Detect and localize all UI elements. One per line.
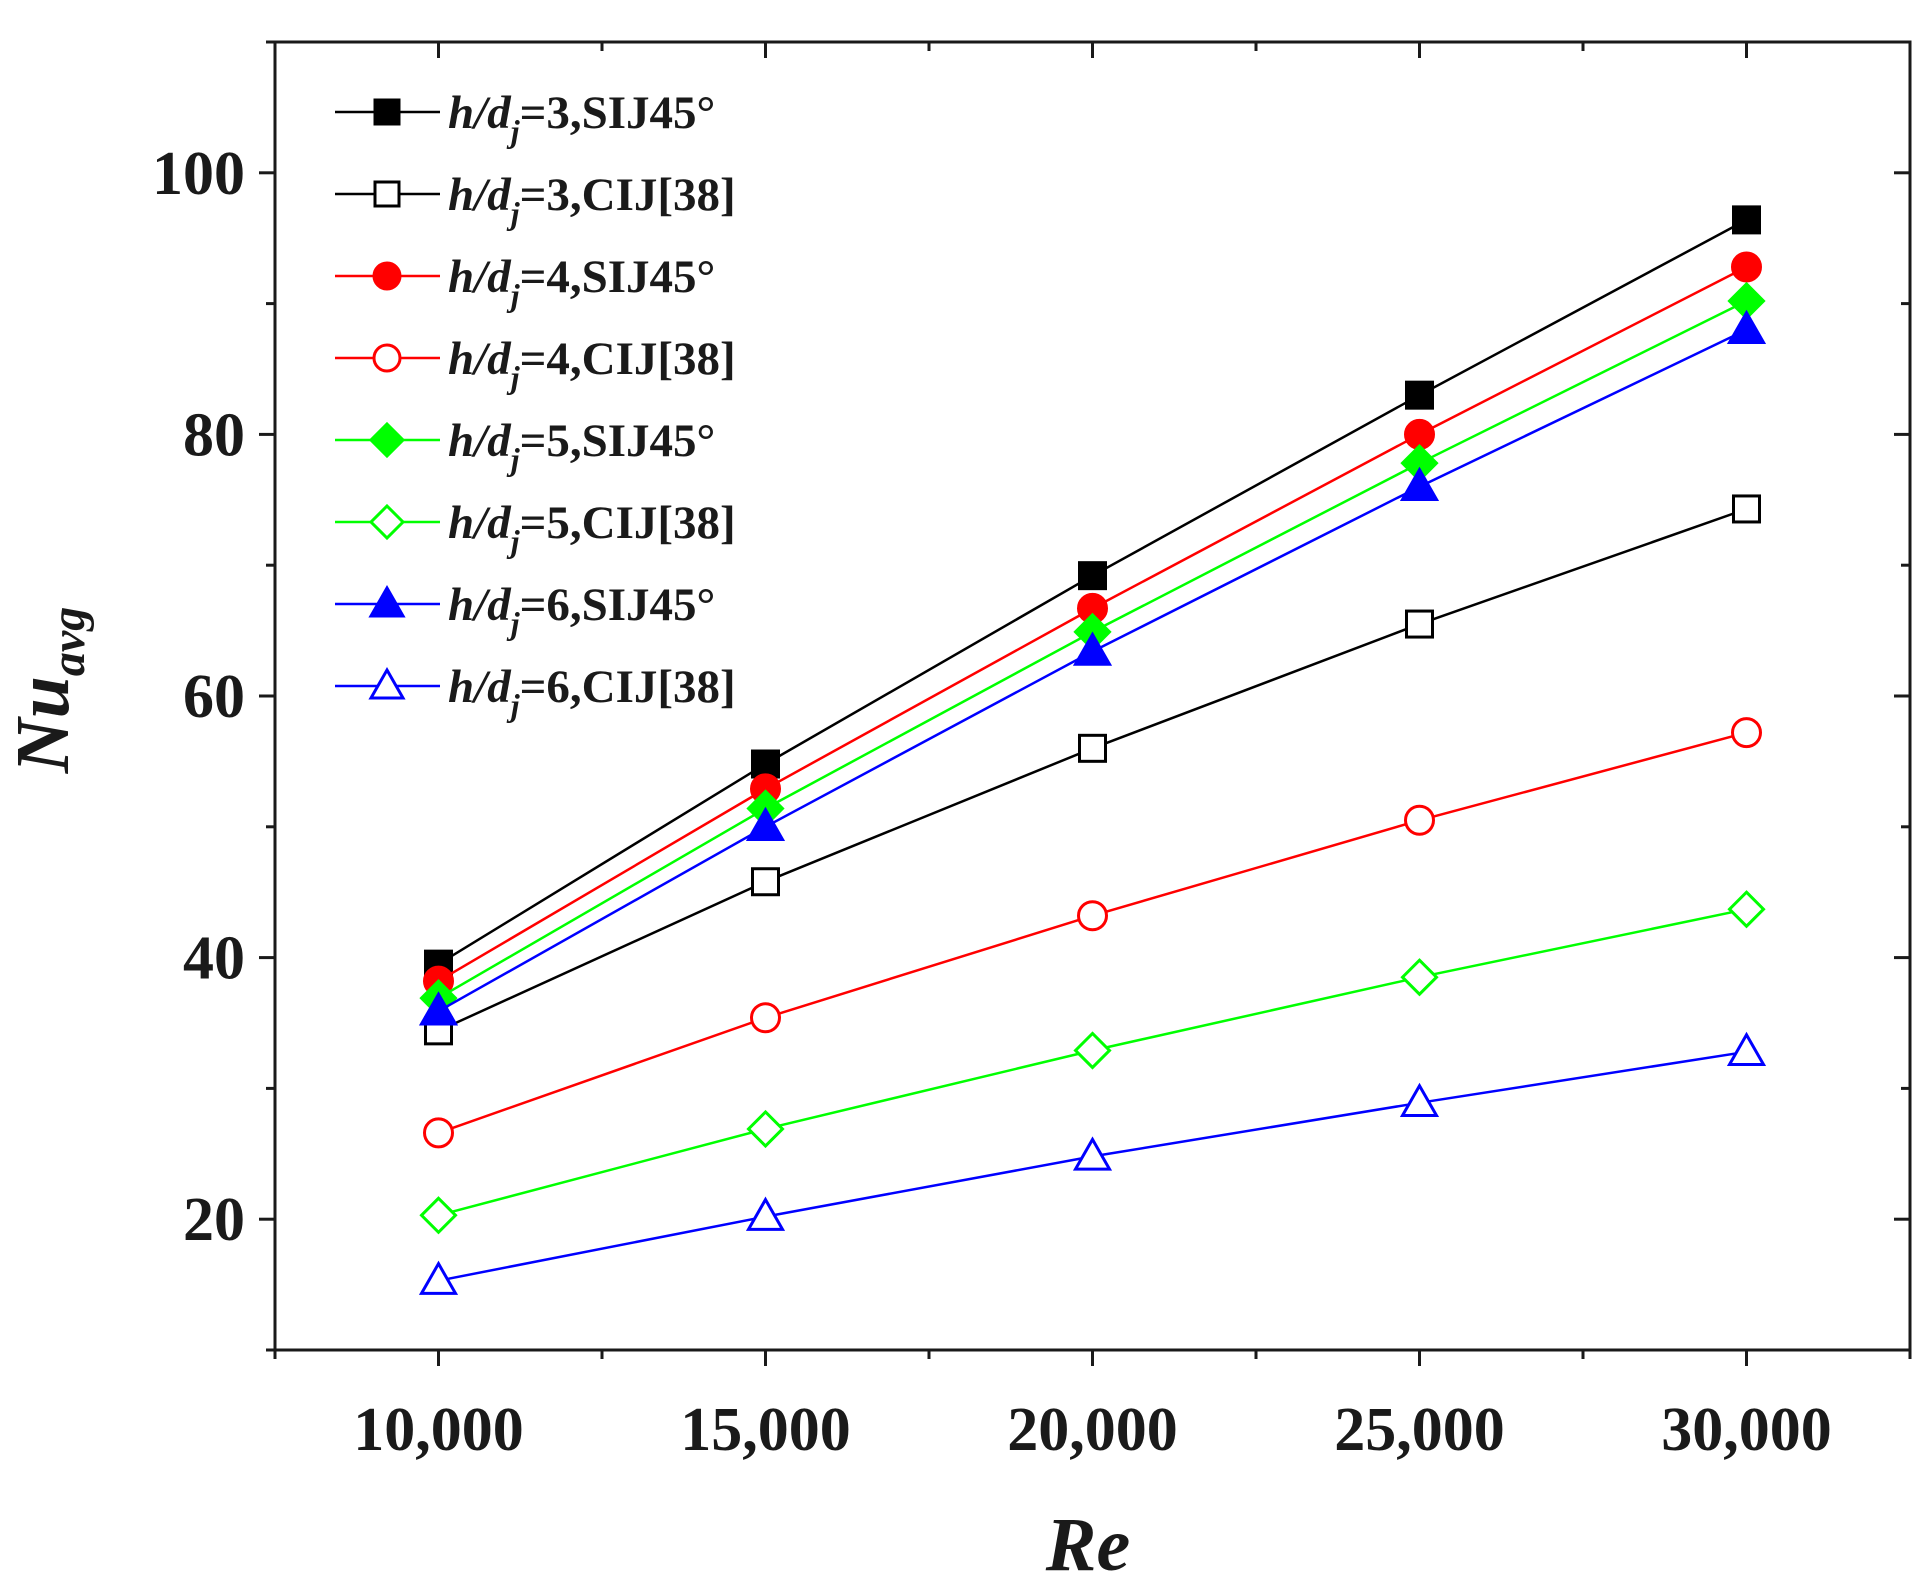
y-axis-title-main: Nu: [1, 676, 85, 774]
axis-titles: Re Nuavg: [1, 607, 1130, 1587]
data-point: [745, 1196, 786, 1231]
x-axis-title: Re: [1045, 1503, 1130, 1587]
legend-label-main: h/d: [448, 169, 512, 221]
data-point: [1405, 380, 1434, 410]
y-axis-title: Nuavg: [1, 607, 95, 774]
data-point: [746, 1109, 785, 1149]
data-point: [745, 806, 786, 842]
y-tick-label: 40: [183, 925, 245, 993]
x-tick-label: 30,000: [1661, 1396, 1832, 1464]
legend-label: h/dj=6,SIJ45°: [448, 579, 715, 641]
legend-marker: [373, 98, 401, 126]
legend-marker: [368, 503, 406, 541]
data-point: [418, 1260, 459, 1295]
x-tick-label: 25,000: [1334, 1396, 1505, 1464]
legend-item-2: h/dj=3,CIJ[38]: [335, 169, 736, 231]
legend: h/dj=3,SIJ45° h/dj=3,CIJ[38] h/dj=4,SIJ45°…: [335, 87, 736, 723]
data-point: [1400, 958, 1439, 997]
series-7: [418, 309, 1767, 1026]
legend-label: h/dj=6,CIJ[38]: [448, 661, 736, 723]
legend-item-4: h/dj=4,CIJ[38]: [335, 333, 736, 395]
data-point: [1399, 1082, 1440, 1118]
legend-label-main: h/d: [448, 579, 512, 631]
legend-item-6: h/dj=5,CIJ[38]: [335, 497, 736, 559]
series-6: [419, 890, 1766, 1235]
data-point: [418, 991, 459, 1026]
legend-label-rest: =4,CIJ[38]: [520, 333, 736, 385]
legend-marker: [372, 261, 402, 291]
x-tick-label: 20,000: [1007, 1396, 1178, 1464]
legend-marker: [373, 180, 401, 208]
legend-label: h/dj=3,SIJ45°: [448, 87, 715, 149]
data-point: [1077, 900, 1108, 932]
legend-label-rest: =5,CIJ[38]: [520, 497, 736, 549]
tick-labels: 10,000 15,000 20,000 25,000 30,000 20 40 60 80 10…: [152, 140, 1832, 1464]
legend-item-7: h/dj=6,SIJ45°: [335, 579, 715, 641]
legend-label-rest: =5,SIJ45°: [520, 415, 716, 467]
data-point: [1731, 251, 1762, 283]
legend-label-main: h/d: [448, 251, 512, 303]
legend-item-5: h/dj=5,SIJ45°: [335, 415, 715, 477]
axis-ticks: [259, 40, 1912, 1366]
data-point: [1399, 466, 1440, 501]
legend-label-rest: =6,SIJ45°: [520, 579, 716, 631]
series-layer: [418, 205, 1767, 1295]
legend-item-3: h/dj=4,SIJ45°: [335, 251, 715, 313]
legend-label-main: h/d: [448, 87, 512, 139]
y-axis-title-sub: avg: [42, 607, 95, 676]
legend-label-rest: =3,CIJ[38]: [520, 169, 736, 221]
data-point: [1731, 717, 1762, 749]
legend-marker: [372, 343, 402, 373]
data-point: [750, 1002, 781, 1034]
legend-label: h/dj=3,CIJ[38]: [448, 169, 736, 231]
data-point: [1073, 1031, 1112, 1070]
legend-label-main: h/d: [448, 661, 512, 713]
data-point: [751, 867, 780, 897]
data-point: [1727, 890, 1766, 929]
legend-label: h/dj=4,CIJ[38]: [448, 333, 736, 395]
legend-label: h/dj=4,SIJ45°: [448, 251, 715, 313]
data-point: [1404, 804, 1435, 836]
series-8: [418, 1031, 1767, 1295]
data-point: [751, 749, 780, 779]
legend-label-rest: =4,SIJ45°: [520, 251, 716, 303]
legend-item-1: h/dj=3,SIJ45°: [335, 87, 715, 149]
legend-label-rest: =6,CIJ[38]: [520, 661, 736, 713]
data-point: [419, 1196, 458, 1235]
legend-label: h/dj=5,CIJ[38]: [448, 497, 736, 559]
y-tick-label: 60: [183, 663, 245, 731]
data-point: [1726, 309, 1767, 345]
data-point: [1072, 1136, 1113, 1171]
data-point: [1732, 494, 1761, 524]
legend-label-main: h/d: [448, 415, 512, 467]
x-tick-label: 15,000: [680, 1396, 851, 1464]
legend-label-main: h/d: [448, 333, 512, 385]
legend-label-main: h/d: [448, 497, 512, 549]
y-tick-label: 20: [183, 1186, 245, 1254]
data-point: [1726, 1031, 1767, 1067]
y-tick-label: 100: [152, 140, 245, 208]
series-4: [423, 717, 1762, 1149]
data-point: [1732, 205, 1761, 235]
x-tick-label: 10,000: [353, 1396, 524, 1464]
data-point: [1078, 733, 1107, 763]
legend-marker: [368, 584, 406, 618]
data-point: [1078, 561, 1107, 591]
legend-label: h/dj=5,SIJ45°: [448, 415, 715, 477]
legend-marker: [368, 666, 406, 700]
y-tick-label: 80: [183, 401, 245, 469]
legend-item-8: h/dj=6,CIJ[38]: [335, 661, 736, 723]
legend-marker: [368, 421, 406, 459]
data-point: [1405, 609, 1434, 639]
data-point: [1072, 631, 1113, 666]
series-line: [438, 731, 1747, 1135]
data-point: [423, 1117, 454, 1149]
legend-label-rest: =3,SIJ45°: [520, 87, 716, 139]
